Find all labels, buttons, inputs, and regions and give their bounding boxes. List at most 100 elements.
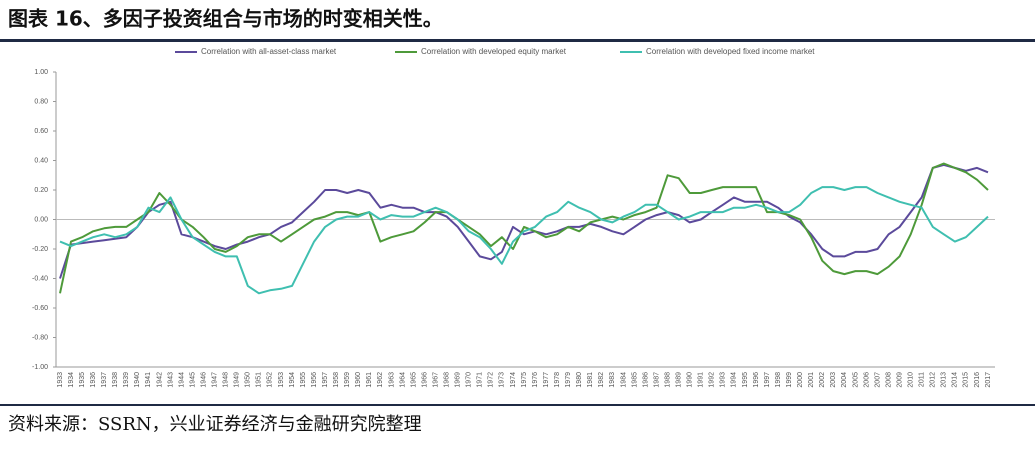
- x-tick-label: 1981: [587, 372, 594, 388]
- x-tick-label: 1940: [134, 372, 141, 388]
- x-tick-label: 1992: [709, 372, 716, 388]
- x-tick-label: 1965: [410, 372, 417, 388]
- x-tick-label: 1953: [278, 372, 285, 388]
- x-tick-label: 1996: [753, 372, 760, 388]
- y-tick-label: -0.80: [32, 334, 48, 341]
- x-tick-label: 1990: [687, 372, 694, 388]
- x-tick-label: 1980: [576, 372, 583, 388]
- legend-label: Correlation with developed fixed income …: [646, 47, 815, 56]
- x-tick-label: 2000: [797, 372, 804, 388]
- y-tick-label: 0.60: [34, 128, 48, 135]
- x-tick-label: 2014: [952, 372, 959, 388]
- x-tick-label: 1993: [720, 372, 727, 388]
- x-tick-label: 1972: [488, 372, 495, 388]
- x-tick-label: 1935: [79, 372, 86, 388]
- x-tick-label: 2006: [863, 372, 870, 388]
- y-tick-label: 0.20: [34, 187, 48, 194]
- x-tick-label: 2016: [974, 372, 981, 388]
- x-tick-label: 2010: [908, 372, 915, 388]
- x-tick-label: 2008: [885, 372, 892, 388]
- x-tick-label: 1952: [267, 372, 274, 388]
- y-tick-label: -0.40: [32, 275, 48, 282]
- y-tick-label: -0.20: [32, 246, 48, 253]
- x-tick-label: 1938: [112, 372, 119, 388]
- x-tick-label: 1976: [532, 372, 539, 388]
- x-tick-label: 1970: [466, 372, 473, 388]
- title-rule: [0, 39, 1035, 42]
- series-line: [59, 162, 989, 294]
- x-tick-label: 1951: [256, 372, 263, 388]
- x-tick-label: 1991: [698, 372, 705, 388]
- x-tick-label: 1987: [653, 372, 660, 388]
- x-tick-label: 1973: [499, 372, 506, 388]
- x-tick-label: 1945: [189, 372, 196, 388]
- x-tick-label: 1956: [311, 372, 318, 388]
- y-tick-label: 0.00: [34, 216, 48, 223]
- x-tick-label: 2009: [896, 372, 903, 388]
- x-tick-label: 1944: [178, 372, 185, 388]
- x-tick-label: 1949: [234, 372, 241, 388]
- x-tick-label: 1979: [565, 372, 572, 388]
- x-tick-label: 2007: [874, 372, 881, 388]
- y-tick-label: -0.60: [32, 305, 48, 312]
- x-tick-label: 2005: [852, 372, 859, 388]
- x-tick-label: 1943: [167, 372, 174, 388]
- x-tick-label: 1946: [200, 372, 207, 388]
- x-tick-label: 1950: [245, 372, 252, 388]
- y-tick-label: 0.40: [34, 157, 48, 164]
- legend-label: Correlation with all-asset-class market: [201, 47, 337, 56]
- x-tick-label: 1986: [642, 372, 649, 388]
- x-tick-label: 1942: [156, 372, 163, 388]
- x-tick-label: 1960: [355, 372, 362, 388]
- x-tick-label: 1978: [554, 372, 561, 388]
- x-tick-label: 2004: [841, 372, 848, 388]
- legend-label: Correlation with developed equity market: [421, 47, 567, 56]
- x-tick-label: 2013: [941, 372, 948, 388]
- x-tick-label: 2012: [930, 372, 937, 388]
- y-tick-label: 0.80: [34, 98, 48, 105]
- x-tick-label: 1982: [598, 372, 605, 388]
- x-tick-label: 1997: [764, 372, 771, 388]
- x-tick-label: 1971: [477, 372, 484, 388]
- x-tick-label: 1958: [333, 372, 340, 388]
- x-tick-label: 1998: [775, 372, 782, 388]
- x-tick-label: 2011: [919, 372, 926, 387]
- x-tick-label: 1941: [145, 372, 152, 388]
- series-line: [59, 186, 989, 295]
- x-tick-label: 1947: [212, 372, 219, 388]
- x-tick-label: 1948: [223, 372, 230, 388]
- x-tick-label: 1989: [676, 372, 683, 388]
- x-tick-label: 2017: [985, 372, 992, 388]
- x-tick-label: 1936: [90, 372, 97, 388]
- x-tick-label: 1983: [609, 372, 616, 388]
- x-tick-label: 1977: [543, 372, 550, 388]
- series-line: [59, 163, 989, 279]
- x-tick-label: 1969: [455, 372, 462, 388]
- x-tick-label: 2002: [819, 372, 826, 388]
- x-tick-label: 1954: [289, 372, 296, 388]
- x-tick-label: 1966: [421, 372, 428, 388]
- source-note: 资料来源：SSRN，兴业证券经济与金融研究院整理: [8, 414, 422, 435]
- y-tick-label: -1.00: [32, 364, 48, 371]
- x-tick-label: 1995: [742, 372, 749, 388]
- y-tick-label: 1.00: [34, 69, 48, 76]
- x-tick-label: 1985: [631, 372, 638, 388]
- x-tick-label: 1961: [366, 372, 373, 388]
- x-tick-label: 1933: [57, 372, 64, 388]
- x-tick-label: 1963: [388, 372, 395, 388]
- x-tick-label: 1964: [399, 372, 406, 388]
- chart-title: 图表 16、多因子投资组合与市场的时变相关性。: [8, 7, 443, 31]
- x-tick-label: 2015: [963, 372, 970, 388]
- x-tick-label: 2001: [808, 372, 815, 388]
- x-tick-label: 1975: [521, 372, 528, 388]
- x-tick-label: 1988: [664, 372, 671, 388]
- x-tick-label: 1937: [101, 372, 108, 388]
- x-tick-label: 1968: [444, 372, 451, 388]
- x-tick-label: 1974: [510, 372, 517, 388]
- source-rule: [0, 404, 1035, 406]
- x-tick-label: 1959: [344, 372, 351, 388]
- x-tick-label: 1994: [731, 372, 738, 388]
- x-tick-label: 1939: [123, 372, 130, 388]
- x-tick-label: 1984: [620, 372, 627, 388]
